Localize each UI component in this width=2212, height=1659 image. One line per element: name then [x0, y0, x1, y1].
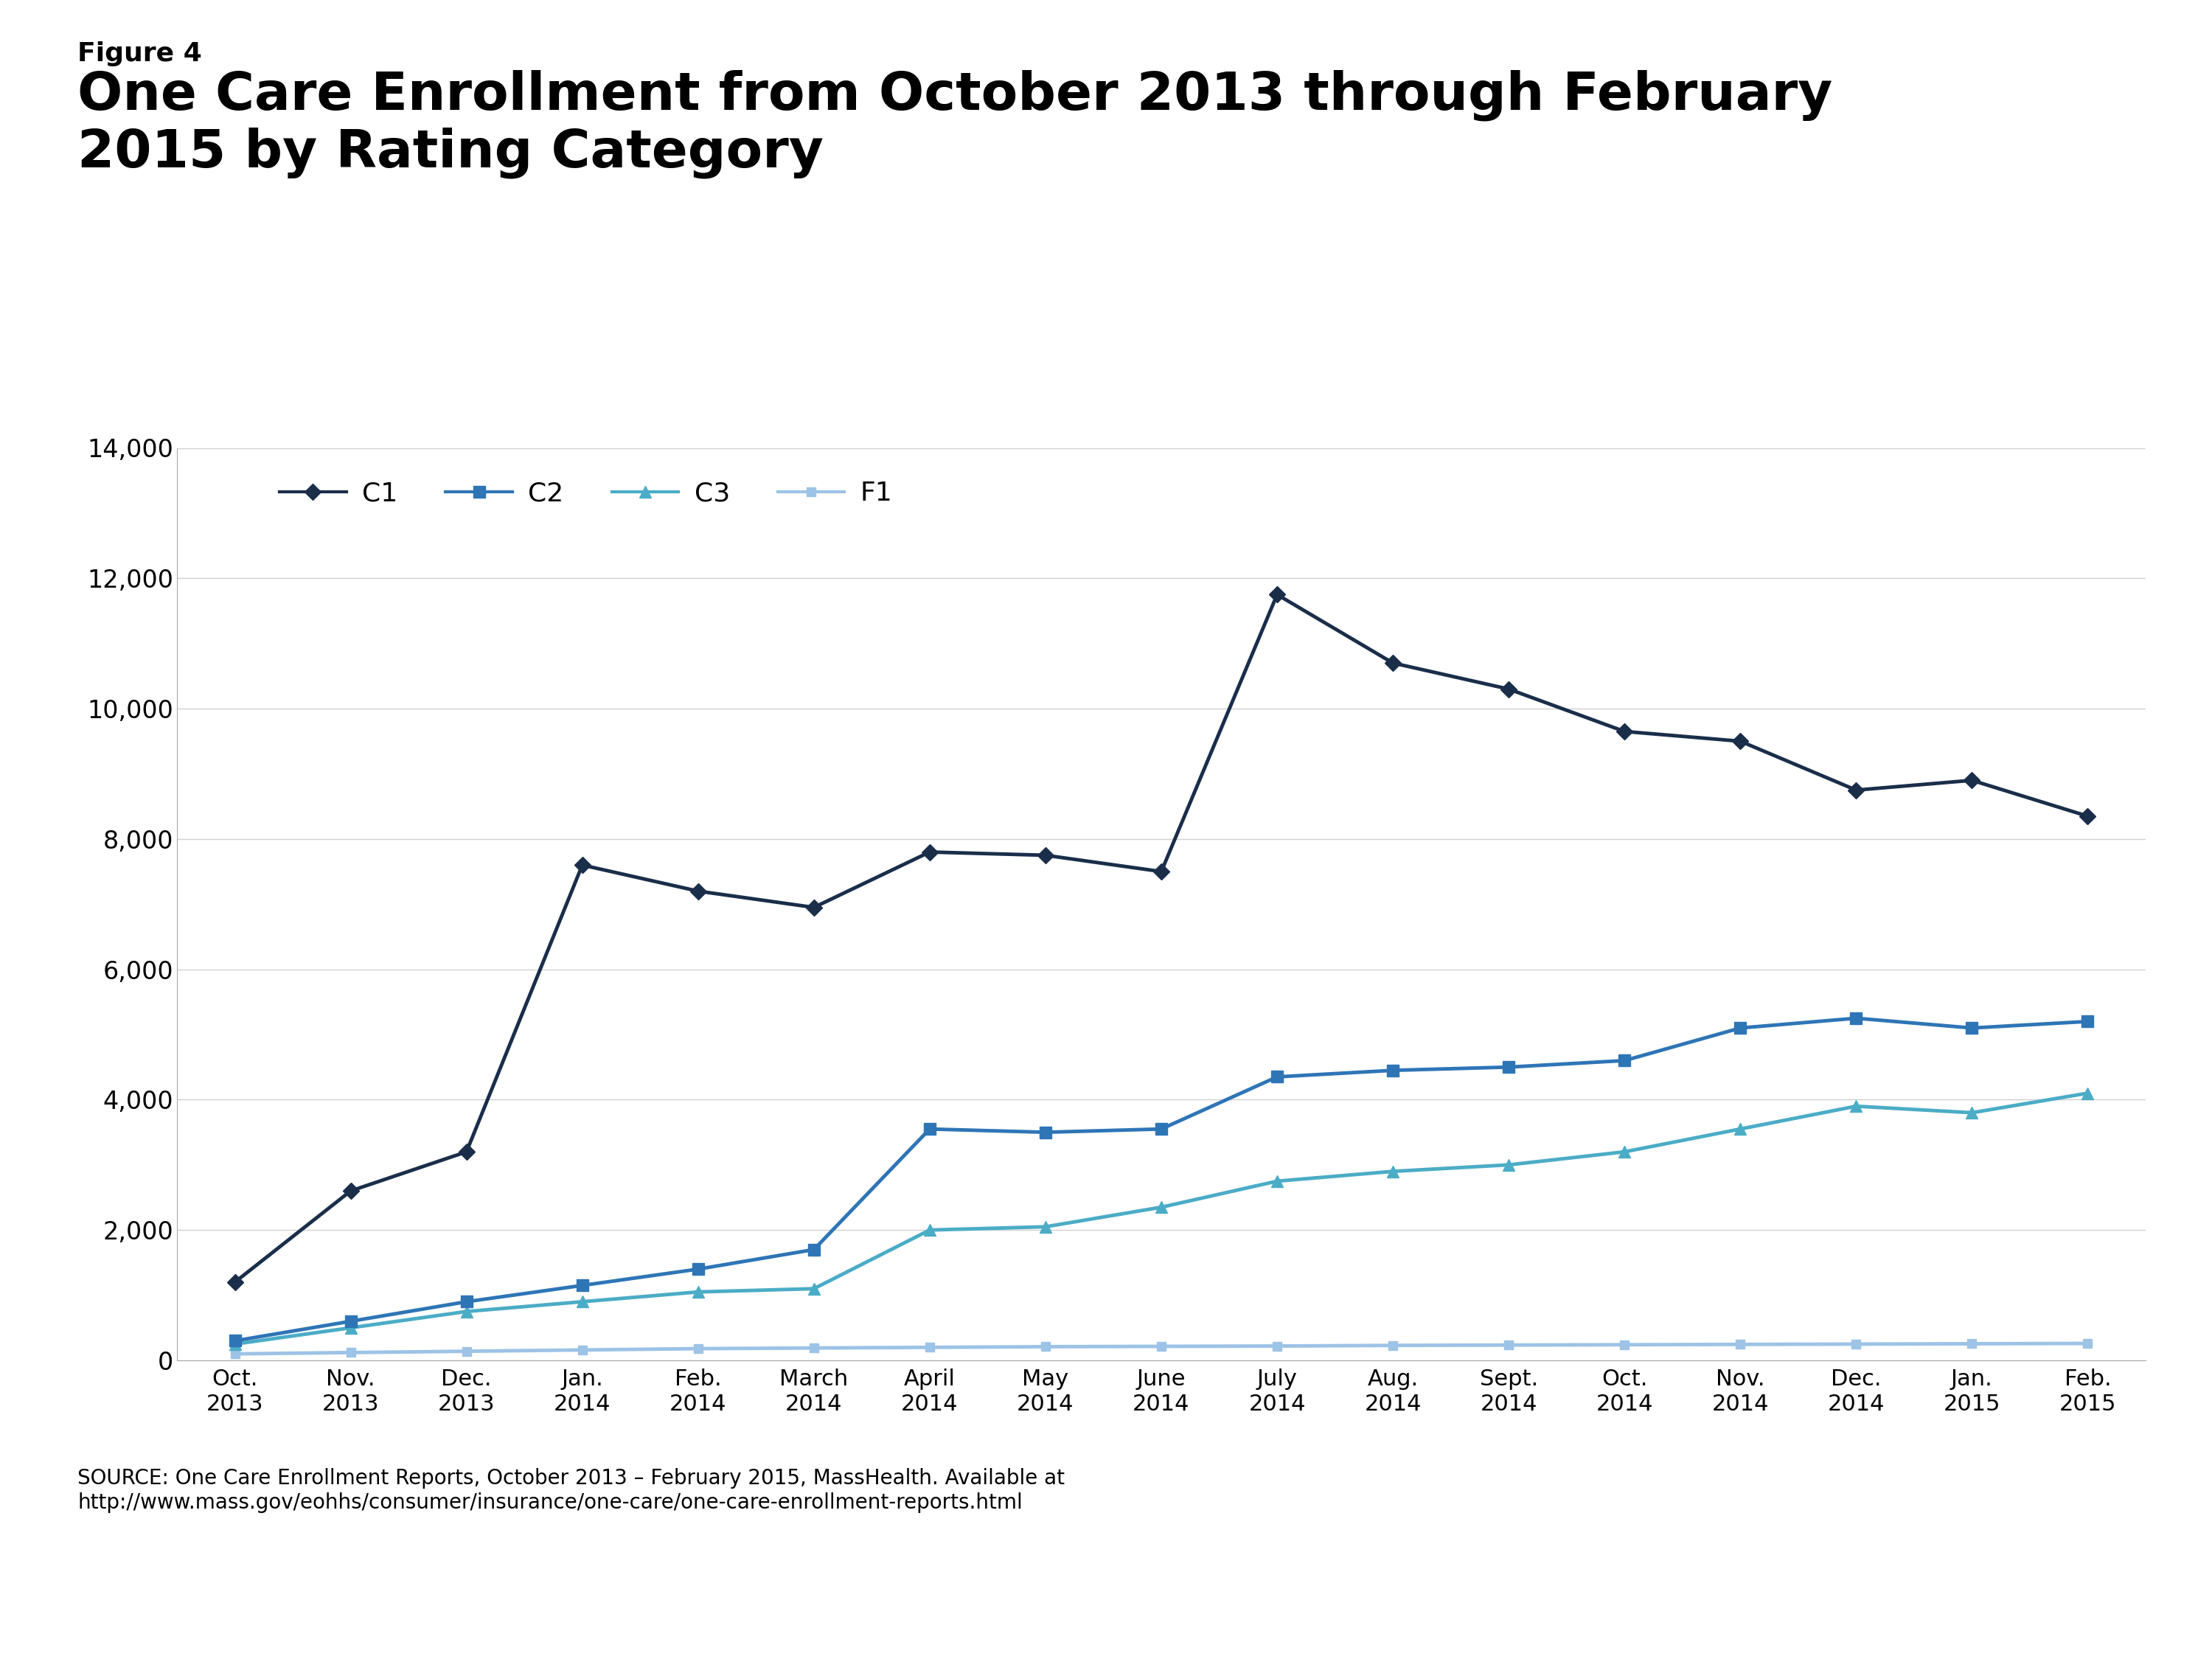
- C1: [1148, 861, 1175, 881]
- C3: [221, 1334, 248, 1354]
- C3: [1495, 1155, 1522, 1175]
- C2: [1380, 1060, 1407, 1080]
- F1: [1263, 1335, 1290, 1355]
- C1: [1263, 584, 1290, 604]
- F1: [568, 1340, 595, 1360]
- Text: Figure 4: Figure 4: [77, 41, 201, 66]
- C3: [916, 1219, 942, 1239]
- C1: [338, 1181, 365, 1201]
- C2: [1263, 1067, 1290, 1087]
- C2: [1610, 1050, 1637, 1070]
- C1: [221, 1272, 248, 1292]
- C3: [568, 1292, 595, 1312]
- C2: [1033, 1121, 1060, 1141]
- F1: [1380, 1335, 1407, 1355]
- C2: [1495, 1057, 1522, 1077]
- Text: FOUNDATION: FOUNDATION: [1984, 1609, 2053, 1619]
- Line: C2: C2: [230, 1012, 2093, 1347]
- C1: [1380, 654, 1407, 674]
- C1: [568, 854, 595, 874]
- Line: F1: F1: [230, 1339, 2093, 1359]
- C1: [1728, 732, 1754, 752]
- C2: [1843, 1009, 1869, 1029]
- F1: [686, 1339, 712, 1359]
- C1: [916, 843, 942, 863]
- Text: THE HENRY J.: THE HENRY J.: [1984, 1483, 2053, 1493]
- C1: [801, 898, 827, 917]
- C3: [1610, 1141, 1637, 1161]
- F1: [1610, 1335, 1637, 1355]
- F1: [453, 1340, 480, 1360]
- C1: [1610, 722, 1637, 742]
- F1: [1033, 1337, 1060, 1357]
- C1: [1843, 780, 1869, 800]
- Text: SOURCE: One Care Enrollment Reports, October 2013 – February 2015, MassHealth. A: SOURCE: One Care Enrollment Reports, Oct…: [77, 1468, 1064, 1513]
- C1: [686, 881, 712, 901]
- C2: [686, 1259, 712, 1279]
- C3: [1958, 1103, 1984, 1123]
- Line: C3: C3: [230, 1088, 2093, 1350]
- C3: [2075, 1083, 2101, 1103]
- C3: [1148, 1198, 1175, 1218]
- F1: [1728, 1334, 1754, 1354]
- C2: [916, 1120, 942, 1140]
- F1: [1958, 1334, 1984, 1354]
- C2: [2075, 1012, 2101, 1032]
- F1: [221, 1344, 248, 1364]
- C3: [338, 1317, 365, 1337]
- C3: [1263, 1171, 1290, 1191]
- C1: [1495, 679, 1522, 698]
- C2: [568, 1276, 595, 1296]
- C3: [1033, 1216, 1060, 1236]
- Legend: C1, C2, C3, F1: C1, C2, C3, F1: [270, 471, 902, 516]
- C1: [453, 1141, 480, 1161]
- C1: [1033, 846, 1060, 866]
- C3: [1728, 1120, 1754, 1140]
- F1: [1495, 1335, 1522, 1355]
- F1: [1148, 1337, 1175, 1357]
- C2: [1958, 1019, 1984, 1039]
- C3: [1380, 1161, 1407, 1181]
- Text: FAMILY: FAMILY: [1978, 1553, 2059, 1573]
- C2: [338, 1311, 365, 1331]
- C3: [453, 1302, 480, 1322]
- C1: [1958, 770, 1984, 790]
- F1: [338, 1342, 365, 1362]
- C2: [1148, 1120, 1175, 1140]
- F1: [1843, 1334, 1869, 1354]
- C2: [1728, 1019, 1754, 1039]
- C2: [221, 1331, 248, 1350]
- C2: [453, 1292, 480, 1312]
- C1: [2075, 806, 2101, 826]
- C3: [686, 1282, 712, 1302]
- F1: [801, 1339, 827, 1359]
- F1: [916, 1337, 942, 1357]
- C3: [1843, 1097, 1869, 1117]
- C2: [801, 1239, 827, 1259]
- Line: C1: C1: [230, 589, 2093, 1287]
- C3: [801, 1279, 827, 1299]
- F1: [2075, 1334, 2101, 1354]
- Text: One Care Enrollment from October 2013 through February
2015 by Rating Category: One Care Enrollment from October 2013 th…: [77, 70, 1832, 178]
- Text: KAISER: KAISER: [1978, 1520, 2059, 1540]
